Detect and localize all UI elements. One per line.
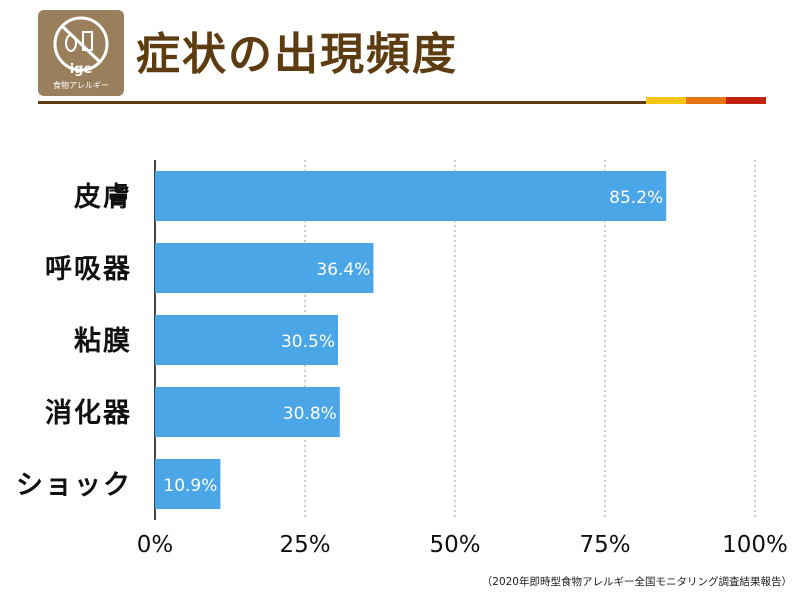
- category-label: ショック: [16, 470, 132, 501]
- x-tick-label: 75%: [579, 532, 630, 558]
- accent-bar-orange: [686, 97, 726, 104]
- category-label: 皮膚: [74, 182, 132, 213]
- data-label: 85.2%: [609, 188, 663, 208]
- x-tick-label: 0%: [137, 532, 174, 558]
- data-label: 30.8%: [283, 404, 337, 424]
- bar: [155, 315, 338, 365]
- source-note: （2020年即時型食物アレルギー全国モニタリング調査結果報告）: [481, 576, 792, 588]
- bar: [155, 243, 374, 293]
- category-label: 消化器: [45, 398, 132, 429]
- bar: [155, 387, 340, 437]
- x-tick-label: 50%: [429, 532, 480, 558]
- logo-label: 食物アレルギー: [53, 81, 109, 90]
- x-tick-label: 25%: [279, 532, 330, 558]
- data-label: 36.4%: [316, 260, 370, 280]
- data-label: 30.5%: [281, 332, 335, 352]
- title-underline: [38, 101, 646, 104]
- bar: [155, 171, 667, 221]
- accent-bar-yellow: [646, 97, 686, 104]
- logo: ige 食物アレルギー: [38, 10, 124, 96]
- data-label: 10.9%: [163, 476, 217, 496]
- allergy-logo-icon: ige: [53, 16, 109, 77]
- accent-bar-red: [726, 97, 766, 104]
- category-label: 粘膜: [74, 326, 132, 357]
- page-title: 症状の出現頻度: [136, 29, 458, 80]
- bar: [155, 459, 221, 509]
- logo-mark-text: ige: [70, 62, 93, 77]
- category-label: 呼吸器: [45, 254, 132, 285]
- x-tick-label: 100%: [722, 532, 788, 558]
